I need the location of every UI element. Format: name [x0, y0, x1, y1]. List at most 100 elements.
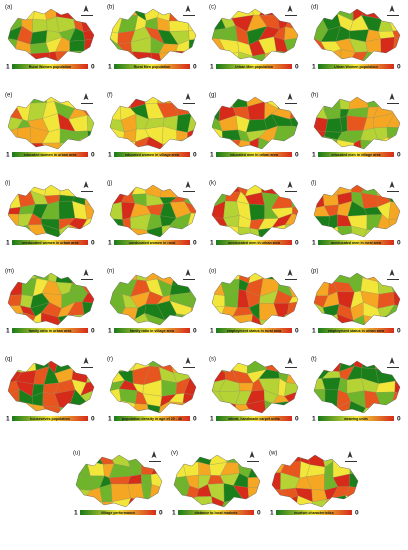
panel-label: (j)	[107, 181, 112, 187]
legend-low: 0	[159, 510, 163, 517]
scale-bar	[81, 103, 93, 104]
scale-bar	[285, 103, 297, 104]
map-region	[314, 130, 326, 140]
legend-high: 1	[312, 328, 316, 335]
map-region	[322, 194, 339, 207]
legend-bar	[12, 64, 88, 69]
map-region	[182, 402, 196, 413]
map-region	[314, 231, 329, 237]
panel-label: (s)	[209, 357, 216, 363]
legend-low: 0	[91, 416, 95, 423]
map-region	[8, 213, 20, 232]
map-region	[251, 9, 267, 16]
panel-label: (p)	[311, 269, 318, 275]
legend-bar	[12, 152, 88, 157]
north-arrow	[185, 5, 191, 12]
map-region	[320, 9, 338, 15]
map-region	[393, 291, 400, 308]
map-region	[272, 273, 287, 281]
map	[109, 272, 197, 326]
panel-label: (g)	[209, 93, 216, 99]
map-region	[314, 279, 330, 296]
map	[109, 96, 197, 150]
map-caption: educated women in urban area	[24, 153, 78, 157]
map-caption: tourism characteristics	[294, 511, 334, 515]
map-region	[387, 137, 400, 149]
map-outline	[109, 96, 197, 150]
legend-high: 1	[312, 240, 316, 247]
legend-bar	[318, 416, 394, 421]
map-region	[15, 97, 32, 105]
map-caption: distance to local markets	[195, 511, 238, 515]
map-regions	[314, 185, 400, 237]
map-panel: (u) 1 0 Village performance	[73, 451, 163, 517]
panel-label: (b)	[107, 5, 114, 11]
map-region	[184, 377, 196, 396]
scale-bar	[285, 367, 297, 368]
map-region	[287, 52, 298, 61]
legend-low: 0	[193, 328, 197, 335]
map-outline	[173, 454, 261, 508]
map-region	[168, 401, 185, 413]
map-region	[324, 389, 339, 408]
map-regions	[8, 9, 94, 61]
legend-bar	[318, 240, 394, 245]
map-panel: (p) 1 0 employment status in urban area	[311, 269, 401, 335]
map-region	[286, 97, 298, 110]
map-region	[42, 142, 62, 149]
legend-bar	[216, 328, 292, 333]
map	[211, 360, 299, 414]
north-arrow	[389, 5, 395, 12]
map-regions	[314, 361, 400, 413]
legend-high: 1	[108, 152, 112, 159]
legend-low: 0	[91, 64, 95, 71]
scale-bar	[387, 279, 399, 280]
map-region	[212, 293, 225, 308]
map-region	[14, 9, 37, 20]
map	[211, 96, 299, 150]
map-region	[259, 319, 280, 325]
map-region	[8, 305, 24, 319]
map	[75, 454, 163, 508]
map-regions	[272, 455, 358, 507]
map-region	[87, 130, 94, 139]
map-region	[161, 224, 173, 237]
legend-high: 1	[108, 64, 112, 71]
map-region	[212, 139, 223, 149]
panel-label: (r)	[107, 357, 113, 363]
map-region	[289, 101, 298, 120]
map-region	[278, 495, 299, 507]
map-region	[191, 307, 196, 317]
legend-low: 0	[397, 240, 401, 247]
map-caption: uneducated women in urban area	[21, 241, 79, 245]
north-arrow	[249, 451, 255, 458]
map-outline	[7, 360, 95, 414]
panel-label: (c)	[209, 5, 216, 11]
map-region	[325, 117, 343, 133]
map-region	[150, 460, 162, 475]
map-region	[322, 361, 342, 372]
map-caption: population density in age of 20 - 40	[122, 417, 182, 421]
map-region	[80, 273, 94, 285]
map-panel: (e) 1 0 educated women in urban area	[5, 93, 95, 159]
map-panel: (l) 1 0 uneducated men in rural area	[311, 181, 401, 247]
map-region	[188, 29, 196, 41]
map-region	[314, 401, 326, 413]
north-arrow	[389, 269, 395, 276]
map-caption: Rural Men population	[134, 65, 171, 69]
north-arrow	[389, 357, 395, 364]
map-region	[248, 498, 260, 507]
scale-bar	[183, 279, 195, 280]
map-region	[145, 273, 158, 281]
map-region	[188, 368, 196, 379]
map-region	[182, 393, 196, 404]
legend-bar	[114, 328, 190, 333]
map-region	[323, 97, 341, 110]
map-caption: housewives population	[30, 417, 70, 421]
map-region	[59, 128, 76, 144]
map-region	[290, 192, 298, 208]
map	[313, 8, 401, 62]
map-region	[110, 218, 125, 232]
map-region	[110, 388, 122, 409]
map-caption: family ratio in urban area	[29, 329, 73, 333]
